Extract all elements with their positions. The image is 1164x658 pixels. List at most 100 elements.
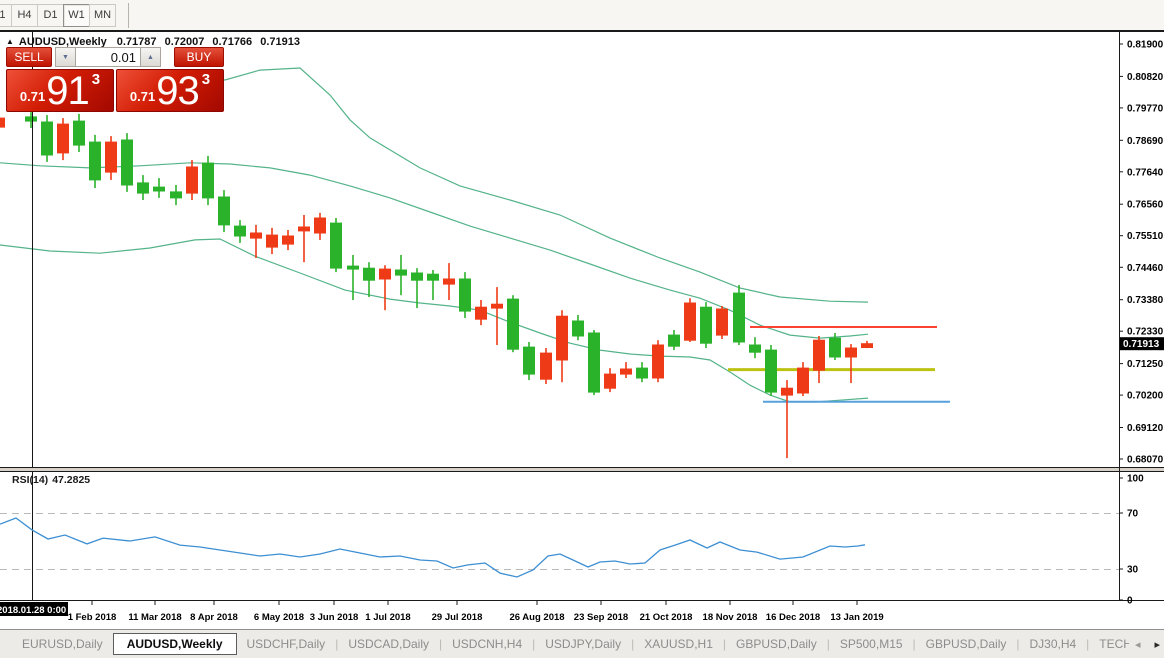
price-label: 0.70200 (1127, 391, 1164, 402)
tab-separator: | (532, 637, 536, 651)
candle-body (684, 302, 696, 341)
candle (588, 330, 600, 396)
price-label: 0.68070 (1127, 455, 1164, 466)
candle (652, 340, 664, 383)
price-label: 0.77640 (1127, 167, 1164, 178)
price-label: 0.79770 (1127, 103, 1164, 114)
candle-body (668, 334, 680, 347)
rsi-scale-label: 30 (1127, 565, 1139, 576)
ohlc-values: 0.71787 0.72007 0.71766 0.71913 (112, 36, 300, 48)
lot-size-input[interactable] (76, 47, 140, 67)
rsi-scale-label: 100 (1127, 474, 1144, 485)
candle-body (395, 269, 407, 276)
candle (347, 255, 359, 300)
tab-usdcad-daily[interactable]: USDCAD,Daily (348, 637, 429, 651)
candle-body (861, 343, 873, 349)
candle (57, 118, 69, 161)
candle (491, 287, 503, 345)
date-axis[interactable]: 1 Feb 2018 11 Mar 2018 8 Apr 2018 6 May 201… (0, 601, 884, 623)
sell-price-prefix: 0.71 (19, 89, 46, 104)
candle (813, 336, 825, 384)
toolbar-separator (128, 2, 129, 28)
candle-body (475, 306, 487, 320)
candle-body (765, 349, 777, 393)
price-label: 0.78690 (1127, 136, 1164, 147)
rsi-pane (0, 513, 1119, 578)
candle-body (813, 339, 825, 371)
tab-separator: | (722, 637, 727, 651)
date-label: 23 Sep 2018 (574, 612, 628, 623)
tab-usdjpy-daily[interactable]: USDJPY,Daily (545, 637, 622, 651)
candle-body (556, 315, 568, 361)
candle (829, 333, 841, 360)
pane-splitter[interactable] (0, 468, 1164, 471)
tab-separator: | (912, 637, 916, 651)
tab-scroll-left-icon[interactable]: ◂ (1134, 639, 1141, 651)
price-label: 0.80820 (1127, 72, 1164, 83)
price-label: 0.71250 (1127, 359, 1164, 370)
timeframe-button-mn[interactable]: MN (89, 3, 116, 27)
candle (89, 134, 101, 188)
candle (459, 272, 471, 318)
tab-audusd-weekly[interactable]: AUDUSD,Weekly (112, 633, 237, 655)
candle (0, 117, 5, 128)
candle (475, 300, 487, 326)
lot-increase-icon[interactable]: ▲ (140, 47, 161, 67)
candle-body (202, 162, 214, 199)
candle-body (234, 225, 246, 237)
rsi-value: 47.2825 (52, 474, 91, 486)
chart-tab-bar: EURUSD,Daily AUDUSD,Weekly USDCHF,Daily | US… (0, 629, 1164, 658)
candle (556, 310, 568, 383)
tab-eurusd-daily[interactable]: EURUSD,Daily (22, 637, 103, 651)
candle (379, 265, 391, 311)
candle (170, 185, 182, 206)
tab-xauusd-h1[interactable]: XAUUSD,H1 (644, 637, 713, 651)
candle-body (170, 191, 182, 199)
rsi-scale-label: 0 (1127, 596, 1133, 607)
tab-gbpusd-daily[interactable]: GBPUSD,Daily (736, 637, 817, 651)
rsi-indicator-label: RSI(14) 47.2825 (8, 474, 90, 486)
tab-separator: | (631, 637, 635, 651)
buy-price-box[interactable]: 0.71 93 3 (116, 69, 224, 112)
tab-sp500-m15[interactable]: SP500,M15 (839, 637, 903, 651)
candle (266, 227, 278, 255)
date-label: 1 Feb 2018 (68, 612, 117, 623)
timeframe-toolbar: H1H4D1W1MN (0, 0, 1164, 31)
tab-scroll-right-icon[interactable]: ▸ (1154, 639, 1160, 651)
tab-usdchf-daily[interactable]: USDCHF,Daily (246, 637, 326, 651)
timeframe-button-w1[interactable]: W1 (63, 3, 90, 27)
rsi-scale[interactable]: 100 70 30 0 (1119, 474, 1144, 607)
timeframe-button-d1[interactable]: D1 (37, 3, 64, 27)
candle (411, 268, 423, 309)
candle (121, 133, 133, 192)
candle (443, 263, 455, 300)
tab-dj30-h4[interactable]: DJ30,H4 (1029, 637, 1077, 651)
timeframe-button-h4[interactable]: H4 (11, 3, 38, 27)
candle-body (716, 308, 728, 336)
one-click-trading-panel: SELL ▼ ▲ BUY 0.71 91 3 0.71 93 3 (6, 47, 224, 112)
price-axis[interactable]: 0.81900 0.80820 0.79770 0.78690 0.77640 0.765… (1119, 40, 1164, 466)
tab-usdcnh-h4[interactable]: USDCNH,H4 (452, 637, 523, 651)
date-label: 29 Jul 2018 (432, 612, 483, 623)
lot-decrease-icon[interactable]: ▼ (55, 47, 76, 67)
date-label: 1 Jul 2018 (365, 612, 410, 623)
rsi-name: RSI(14) (12, 474, 49, 486)
candle-body (298, 226, 310, 232)
candle (25, 112, 37, 128)
price-label: 0.75510 (1127, 231, 1164, 242)
tab-gbpusd-daily[interactable]: GBPUSD,Daily (925, 637, 1007, 651)
low-value: 0.71766 (212, 36, 253, 48)
date-label: 11 Mar 2018 (128, 612, 181, 623)
chart-frame (0, 31, 1164, 601)
buy-button[interactable]: BUY (174, 47, 224, 67)
candle-body (330, 222, 342, 269)
sell-button[interactable]: SELL (6, 47, 52, 67)
current-price-box (1120, 337, 1164, 351)
candle (137, 175, 149, 200)
sell-price-box[interactable]: 0.71 91 3 (6, 69, 114, 112)
open-value: 0.71787 (116, 36, 157, 48)
candlestick-series (0, 112, 873, 459)
tab-separator: | (335, 637, 339, 651)
